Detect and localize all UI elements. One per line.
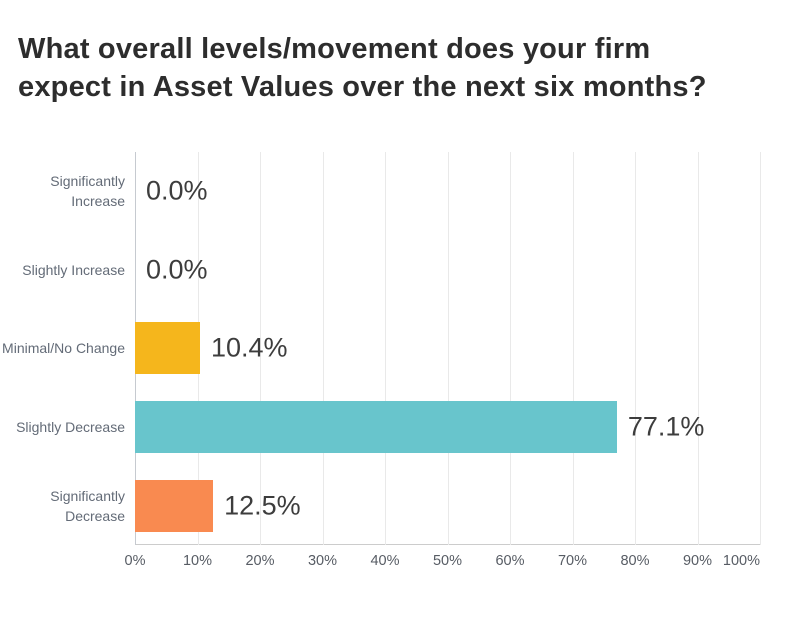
value-label: 0.0% — [146, 254, 208, 285]
chart-title: What overall levels/movement does your f… — [18, 30, 788, 106]
bar-row: 10.4% — [135, 309, 760, 388]
category-label: Minimal/No Change — [2, 340, 125, 357]
value-label: 12.5% — [224, 490, 301, 521]
category-label: Slightly Increase — [22, 261, 125, 278]
x-tick-label: 50% — [432, 553, 463, 569]
x-tick-label: 30% — [307, 553, 338, 569]
gridline — [635, 152, 636, 545]
category-label: Significantly Increase — [50, 173, 125, 210]
gridline — [447, 152, 449, 545]
bar — [135, 479, 214, 532]
chart-title-line2: expect in Asset Values over the next six… — [18, 71, 707, 103]
category-label: Slightly Decrease — [16, 419, 125, 436]
bar-chart: 0.0% 0.0% 10.4% 77.1% 12.5% 0% 10% 20% 30% 40% 50… — [0, 152, 800, 592]
chart-title-line1: What overall levels/movement does your f… — [18, 33, 651, 65]
x-tick-label: 90% — [682, 553, 713, 569]
x-tick-label: 0% — [124, 553, 146, 569]
x-tick-label: 80% — [620, 553, 650, 569]
bar-row: 0.0% — [135, 152, 760, 231]
bar — [135, 322, 200, 375]
x-tick-label: 40% — [370, 553, 400, 569]
gridline — [385, 152, 386, 545]
x-tick-label: 70% — [557, 553, 588, 569]
gridline — [322, 152, 324, 545]
gridline — [260, 152, 261, 545]
value-label: 77.1% — [627, 411, 705, 442]
plot-area: 0.0% 0.0% 10.4% 77.1% 12.5% — [135, 152, 761, 545]
bar-row: 12.5% — [135, 466, 760, 545]
category-label: Significantly Decrease — [50, 487, 125, 524]
x-tick-label: 60% — [495, 553, 525, 569]
x-tick-label: 20% — [245, 553, 275, 569]
bar-row: 0.0% — [135, 231, 760, 310]
gridline — [510, 152, 511, 545]
x-tick-label: 10% — [182, 553, 213, 569]
value-label: 0.0% — [146, 175, 208, 206]
value-label: 10.4% — [211, 332, 288, 363]
gridline — [572, 152, 574, 545]
bar-row: 77.1% — [135, 388, 760, 467]
bar — [135, 401, 617, 454]
x-tick-label: 100% — [722, 553, 760, 569]
gridline — [697, 152, 699, 545]
gridline — [760, 152, 761, 545]
